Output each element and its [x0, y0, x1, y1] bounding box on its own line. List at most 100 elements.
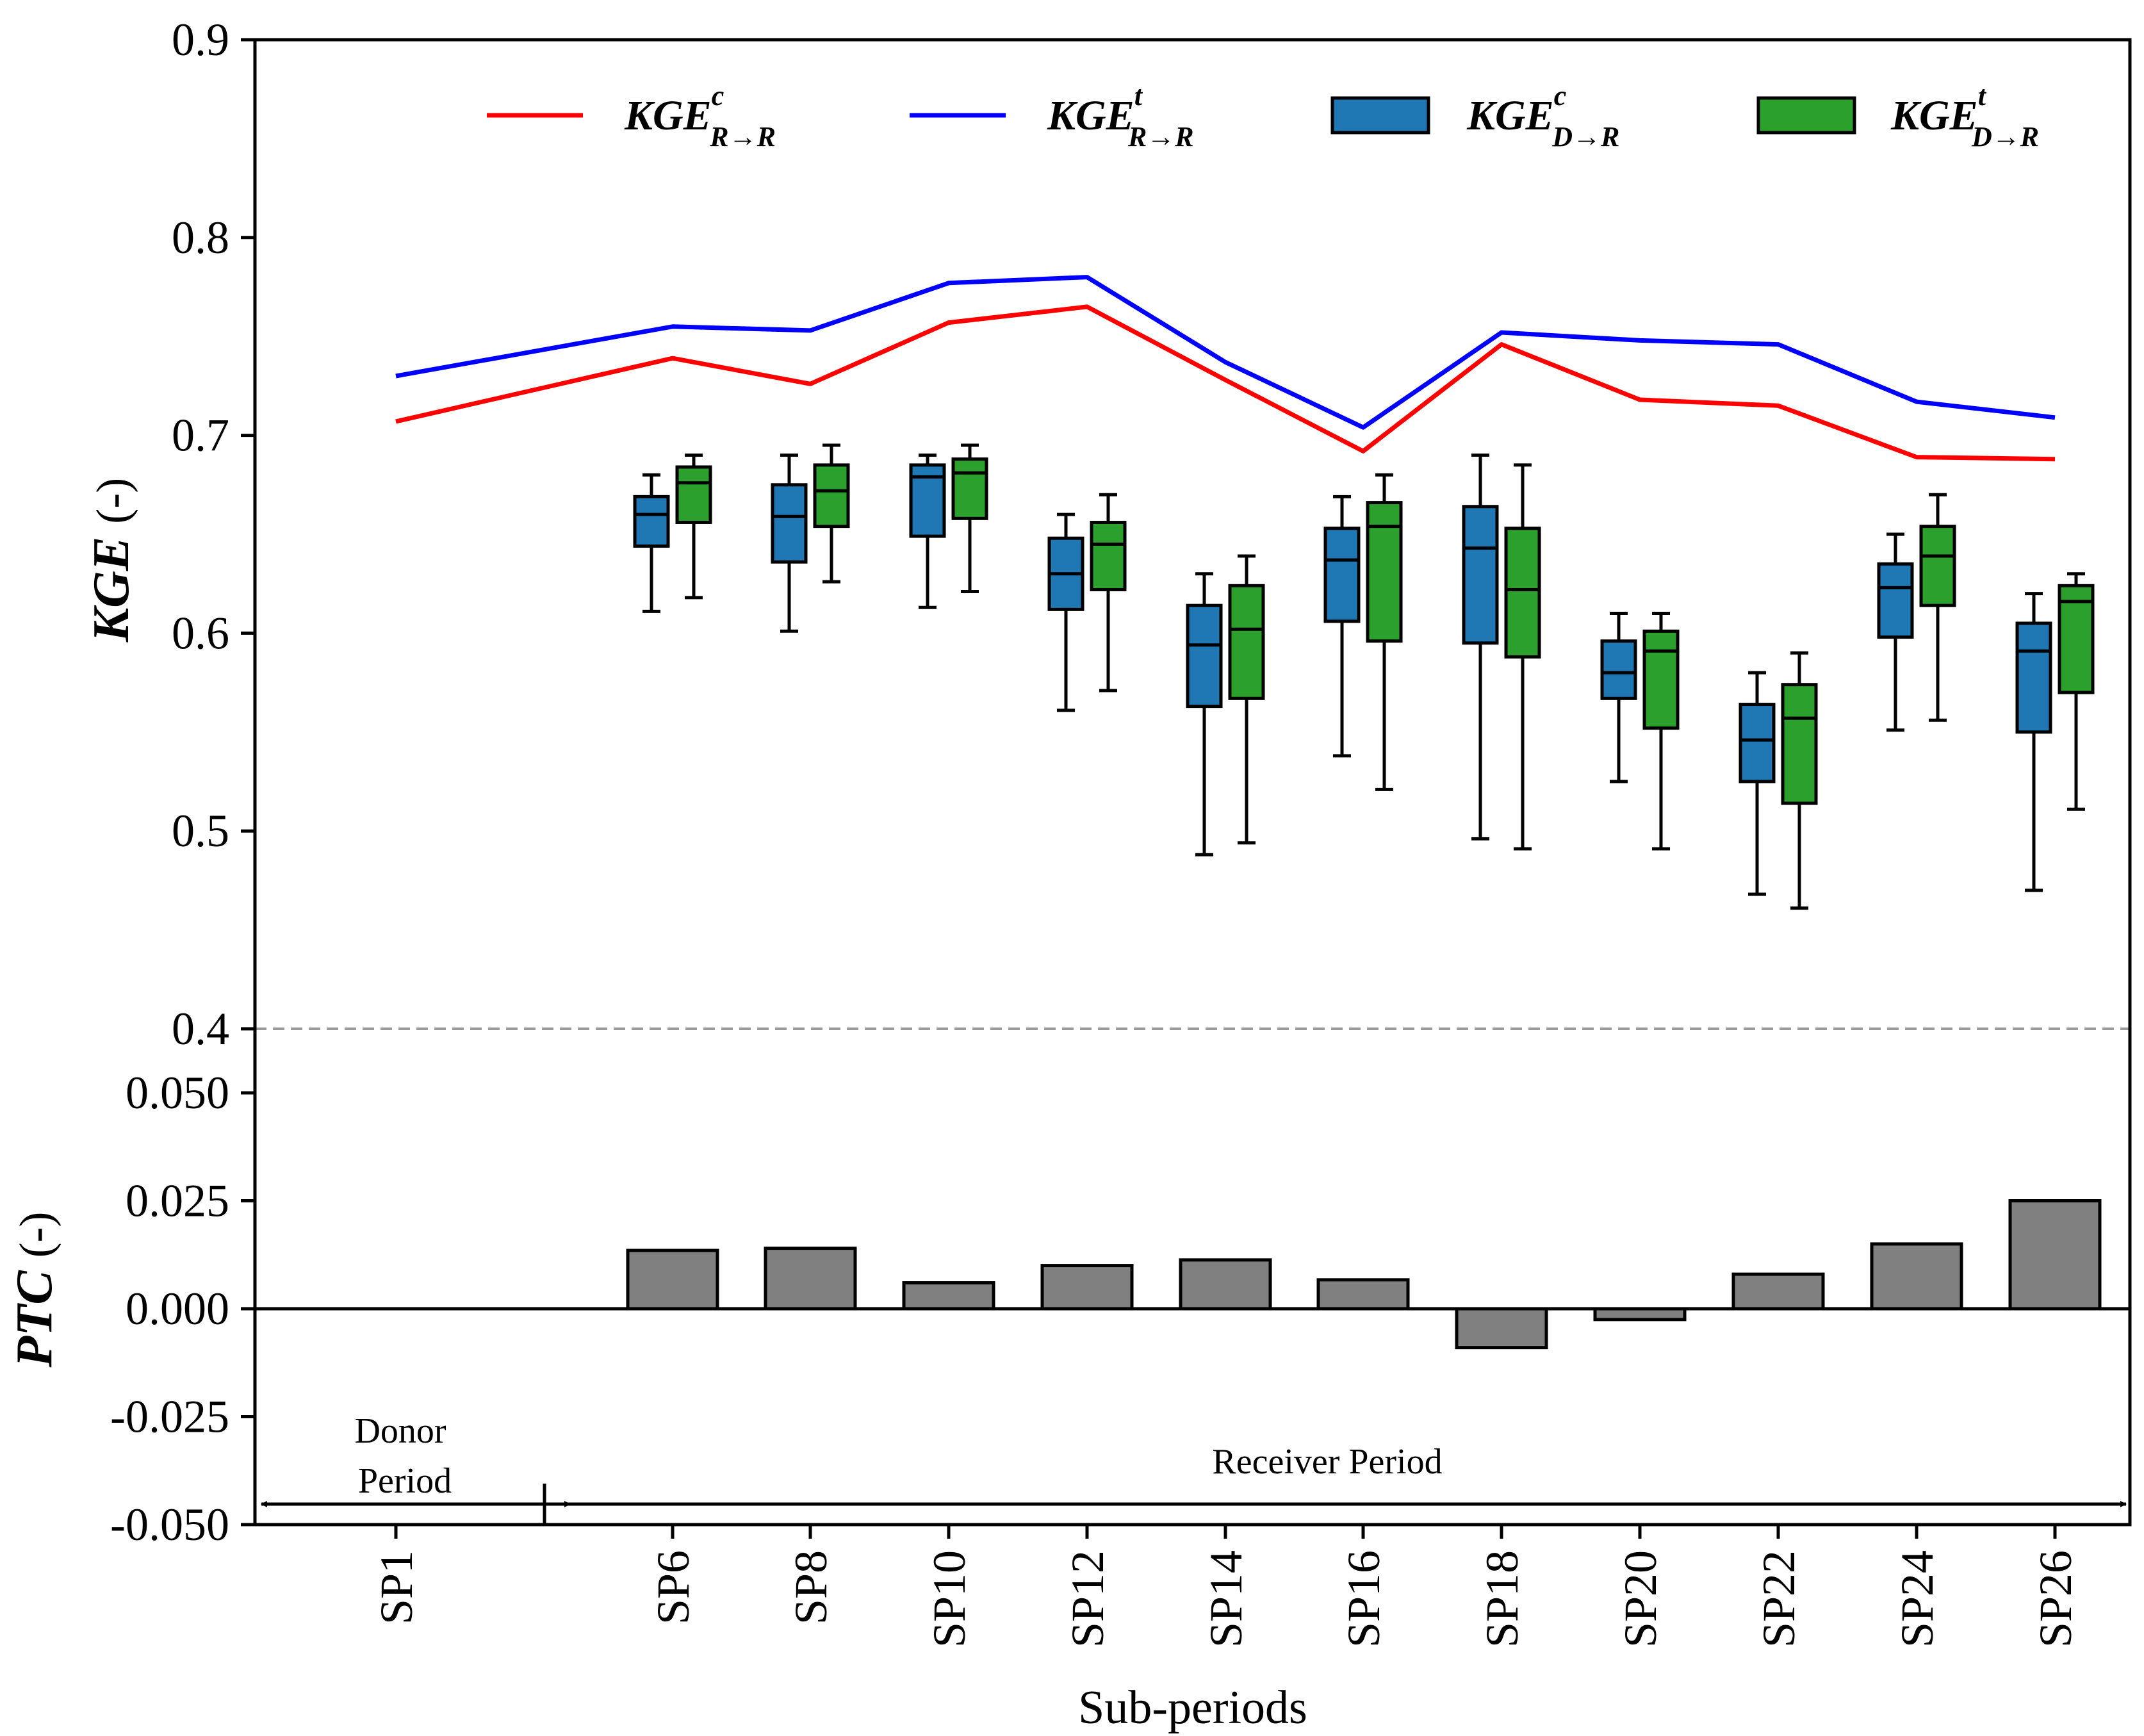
box-t-sp10: [951, 443, 988, 594]
kge-c-rr-line: [395, 304, 2056, 462]
ptc-bar-sp16: [1316, 1278, 1410, 1311]
box-body: [2015, 621, 2052, 734]
kge-ytick-label: 0.5: [172, 805, 229, 856]
ptc-bar-sp14: [1179, 1258, 1272, 1311]
xtick-label: SP26: [2030, 1550, 2081, 1648]
ptc-bar-sp20: [1593, 1307, 1687, 1322]
ptc-ytick-label: 0.000: [126, 1283, 229, 1334]
xtick-label: SP1: [371, 1550, 422, 1625]
kge-ytick-label: 0.6: [172, 607, 229, 659]
box-t-sp6: [675, 453, 712, 600]
ptc-bar-sp24: [1870, 1242, 1963, 1311]
legend-sub: D→R: [1551, 121, 1619, 152]
box-t-sp22: [1781, 651, 1818, 910]
box-c-sp8: [771, 453, 808, 633]
xtick-label: SP12: [1062, 1550, 1113, 1648]
xtick-label: SP6: [648, 1550, 699, 1625]
ptc-ylabel-unit: (-): [10, 1211, 61, 1257]
box-t-sp26: [2058, 572, 2095, 811]
legend-item-4: KGEt D→R: [1756, 80, 2039, 152]
ptc-bar-sp12: [1040, 1264, 1134, 1311]
box-c-sp20: [1600, 612, 1637, 783]
donor-label-1: Donor: [354, 1411, 446, 1451]
legend-sup: t: [1134, 80, 1143, 111]
box-body: [1090, 520, 1127, 591]
box-t-sp24: [1919, 493, 1956, 722]
legend-item-3: KGEc D→R: [1330, 80, 1619, 152]
box-t-sp18: [1504, 463, 1541, 851]
kge-ylabel-unit: (-): [87, 478, 138, 524]
legend-item-2: KGEt R→R: [910, 80, 1194, 152]
kge-ytick-label: 0.7: [172, 410, 229, 461]
box-c-sp10: [909, 453, 946, 609]
axes-frame: 0.4 0.5 0.6 0.7 0.8 0.9 -0.050 -0.025 0.000 0.025…: [110, 14, 2132, 1648]
ptc-bar-sp18: [1455, 1307, 1548, 1350]
kge-ylabel-main: KGE: [83, 524, 140, 643]
legend-main: KGE: [1047, 92, 1134, 139]
box-c-sp14: [1186, 572, 1223, 856]
legend-label: KGEt R→R: [1047, 80, 1194, 152]
box-t-sp16: [1366, 473, 1403, 791]
legend-label: KGEc R→R: [624, 80, 776, 152]
box-body: [675, 465, 712, 524]
kge-ytick-label: 0.9: [172, 14, 229, 65]
receiver-label: Receiver Period: [1212, 1442, 1442, 1482]
legend-box-handle: [1756, 96, 1856, 135]
box-body: [1877, 562, 1914, 639]
box-t-sp8: [813, 443, 850, 584]
kge-t-rr-line: [395, 275, 2056, 430]
box-body: [1366, 501, 1403, 643]
box-c-sp22: [1739, 671, 1776, 896]
ptc-ylabel: PTC (-): [6, 1211, 63, 1368]
x-axis-label: Sub-periods: [1078, 1682, 1307, 1734]
xtick-label: SP18: [1477, 1550, 1528, 1648]
box-body: [2058, 584, 2095, 694]
ptc-ytick-label: -0.025: [110, 1391, 229, 1443]
kge-ytick-label: 0.8: [172, 212, 229, 263]
box-body: [1186, 603, 1223, 708]
ptc-bar-sp22: [1731, 1272, 1825, 1311]
ptc-bar-sp10: [902, 1281, 995, 1311]
box-body: [1504, 527, 1541, 659]
xtick-label: SP20: [1615, 1550, 1666, 1648]
box-c-sp18: [1462, 453, 1499, 841]
box-t-sp12: [1090, 493, 1127, 692]
legend-sub: R→R: [709, 121, 776, 152]
box-body: [1919, 525, 1956, 607]
legend-sup: t: [1978, 80, 1987, 111]
box-c-sp16: [1323, 495, 1361, 758]
xtick-label: SP10: [924, 1550, 975, 1648]
xtick-label: SP16: [1338, 1550, 1389, 1648]
legend-sup: c: [712, 80, 724, 111]
legend-main: KGE: [624, 92, 712, 139]
box-c-sp12: [1047, 512, 1084, 712]
ptc-bar-sp6: [626, 1249, 719, 1311]
legend: KGEc R→R KGEt R→R KGEc D→R KGEt D→R: [487, 80, 2039, 152]
box-body: [813, 463, 850, 528]
xtick-label: SP8: [785, 1550, 837, 1625]
legend-label: KGEc D→R: [1466, 80, 1619, 152]
box-t-sp14: [1228, 554, 1265, 845]
box-body: [771, 483, 808, 564]
ptc-bar-sp26: [2008, 1199, 2102, 1311]
xtick-label: SP14: [1200, 1550, 1252, 1648]
box-body: [1739, 703, 1776, 783]
legend-main: KGE: [1890, 92, 1978, 139]
kge-ylabel: KGE (-): [83, 478, 140, 643]
legend-box-handle: [1330, 96, 1430, 135]
box-body: [1228, 584, 1265, 700]
box-body: [633, 495, 670, 548]
box-c-sp24: [1877, 532, 1914, 732]
box-body: [1462, 505, 1499, 645]
ptc-ylabel-main: PTC: [6, 1257, 63, 1368]
box-body: [1642, 629, 1680, 730]
legend-label: KGEt D→R: [1890, 80, 2039, 152]
ptc-ytick-label: 0.025: [126, 1175, 229, 1227]
legend-main: KGE: [1466, 92, 1554, 139]
box-body: [1781, 683, 1818, 805]
box-c-sp6: [633, 473, 670, 613]
kge-ytick-label: 0.4: [172, 1003, 229, 1054]
box-c-sp26: [2015, 592, 2052, 892]
